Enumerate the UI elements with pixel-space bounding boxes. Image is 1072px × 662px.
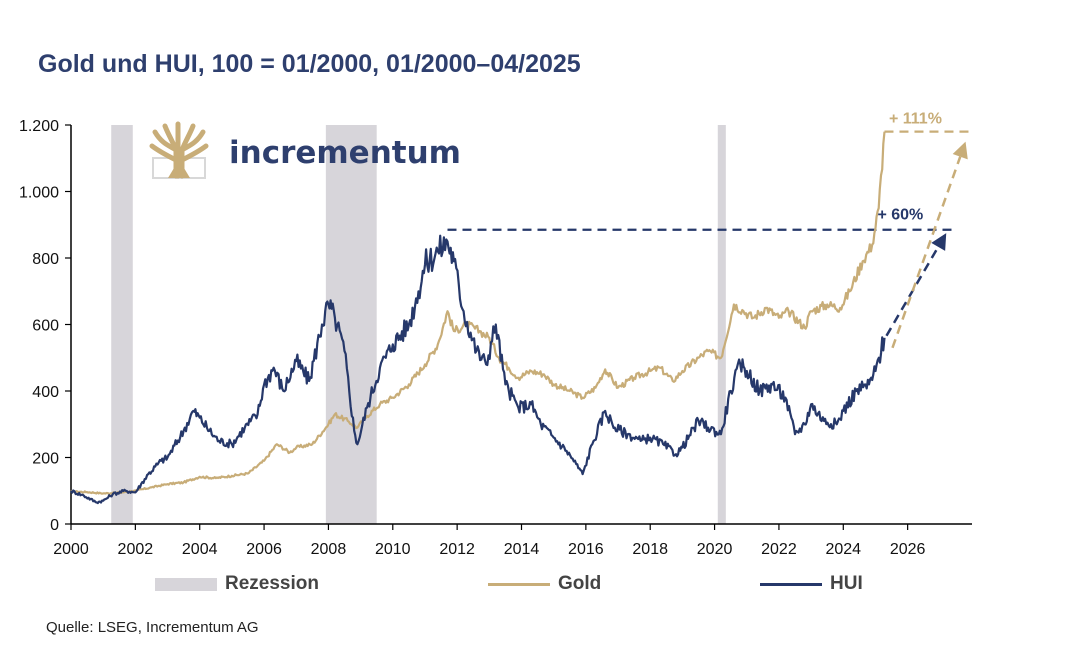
legend-hui-swatch — [760, 582, 822, 586]
legend-gold-swatch — [488, 582, 550, 586]
y-tick-label-0: 0 — [50, 517, 59, 534]
source-note: Quelle: LSEG, Incrementum AG — [46, 619, 259, 636]
x-tick-label-10: 2020 — [697, 541, 733, 558]
x-tick-label-9: 2018 — [632, 541, 668, 558]
logo-text: incrementum — [229, 135, 461, 171]
legend-gold: Gold — [488, 571, 601, 597]
annotations: + 111% + 60% — [877, 111, 941, 224]
series-line-hui — [70, 234, 886, 505]
x-tick-label-6: 2012 — [439, 541, 475, 558]
y-tick-label-1: 200 — [32, 451, 59, 468]
hui-projection-arrow — [885, 233, 947, 337]
recession-band-1 — [325, 125, 377, 524]
target-guides — [447, 130, 969, 349]
incrementum-logo: incrementum — [149, 121, 461, 179]
legend-hui-label: HUI — [830, 573, 863, 594]
axes: 0 200 400 600 800 1.000 1.200 2000 2002 2004 2006 2… — [19, 118, 972, 558]
x-tick-label-3: 2006 — [246, 541, 282, 558]
y-tick-label-4: 800 — [32, 251, 59, 268]
y-tick-label-2: 400 — [32, 384, 59, 401]
y-tick-label-3: 600 — [32, 318, 59, 335]
gold-projection-arrow — [891, 141, 968, 349]
series-line-gold — [70, 131, 886, 495]
annotation-hui: + 60% — [877, 207, 923, 224]
y-tick-label-5: 1.000 — [19, 185, 59, 202]
recession-bands — [111, 125, 726, 524]
y-tick-label-6: 1.200 — [19, 118, 59, 135]
x-tick-label-4: 2008 — [311, 541, 347, 558]
legend-recession-label: Rezession — [225, 573, 319, 594]
recession-band-0 — [111, 125, 133, 524]
annotation-gold: + 111% — [889, 111, 942, 128]
x-tick-label-12: 2024 — [825, 541, 861, 558]
legend-recession-swatch — [155, 577, 217, 591]
x-tick-label-2: 2004 — [182, 541, 218, 558]
x-tick-label-5: 2010 — [375, 541, 411, 558]
x-tick-label-7: 2014 — [504, 541, 540, 558]
chart-title: Gold und HUI, 100 = 01/2000, 01/2000–04/… — [38, 50, 581, 78]
x-tick-label-8: 2016 — [568, 541, 604, 558]
recession-band-2 — [717, 125, 726, 524]
legend-gold-label: Gold — [558, 573, 602, 594]
x-tick-label-1: 2002 — [118, 541, 154, 558]
legend-hui: HUI — [760, 571, 863, 597]
x-tick-label-0: 2000 — [53, 541, 89, 558]
series-lines — [70, 131, 886, 505]
legend-recession: Rezession — [155, 571, 319, 597]
x-tick-label-13: 2026 — [890, 541, 926, 558]
tree-icon — [149, 121, 209, 179]
x-tick-label-11: 2022 — [761, 541, 797, 558]
